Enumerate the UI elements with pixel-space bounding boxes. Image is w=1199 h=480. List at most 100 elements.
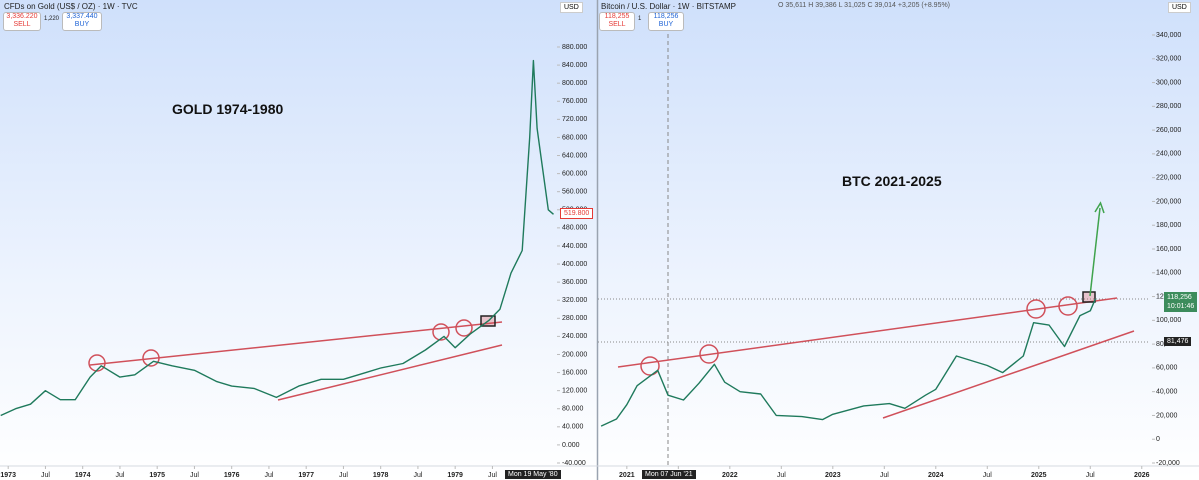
y-tick-label: 320.000: [562, 297, 587, 304]
y-tick-label: 240.000: [562, 333, 587, 340]
y-tick-label: 400.000: [562, 261, 587, 268]
x-tick-label: Jul: [41, 472, 50, 479]
x-tick-label: 2021: [619, 472, 635, 479]
x-tick-label: 1977: [298, 472, 314, 479]
x-tick-label: Jul: [1086, 472, 1095, 479]
x-tick-label: 2022: [722, 472, 738, 479]
arrow: [1089, 207, 1101, 297]
x-tick-label: Jul: [339, 472, 348, 479]
buy-label: BUY: [74, 21, 90, 28]
last-price: 519.800: [560, 208, 594, 219]
y-tick-label: 40,000: [1156, 389, 1178, 396]
buy-button[interactable]: 3,337.440 BUY: [62, 12, 102, 31]
x-tick-label: 2023: [825, 472, 841, 479]
x-tick-label: Jul: [777, 472, 786, 479]
ohlc: O 35,611 H 39,386 L 31,025 C 39,014 +3,2…: [778, 2, 951, 9]
annotation: BTC 2021-2025: [842, 173, 942, 189]
x-tick-label: Jul: [880, 472, 889, 479]
box: [1082, 291, 1096, 303]
circle: [432, 323, 450, 341]
y-tick-label: 280,000: [1156, 103, 1181, 110]
x-tick-label: 2026: [1134, 472, 1150, 479]
trendline: [882, 330, 1135, 419]
x-tick-label: Jul: [264, 472, 273, 479]
price-line: [600, 298, 1097, 427]
y-tick-label: 280.000: [562, 315, 587, 322]
x-tick-label: Jul: [413, 472, 422, 479]
circle: [1058, 296, 1078, 316]
currency[interactable]: USD: [1168, 2, 1191, 13]
y-tick-label: 300,000: [1156, 79, 1181, 86]
arrow-head: [1094, 201, 1105, 214]
x-tick-label: Jul: [488, 472, 497, 479]
circle: [699, 344, 719, 364]
crosshair-date: Mon 19 May '80: [505, 470, 561, 479]
y-tick-label: 600.000: [562, 170, 587, 177]
y-tick-label: 440.000: [562, 243, 587, 250]
circle: [1026, 299, 1046, 319]
y-tick-label: -40.000: [562, 460, 586, 467]
y-tick-label: 220,000: [1156, 175, 1181, 182]
buy-price: 3,337.440: [66, 13, 98, 20]
x-tick-label: 1973: [0, 472, 16, 479]
y-tick-label: 880.000: [562, 44, 587, 51]
y-tick-label: 0.000: [562, 442, 580, 449]
y-tick-label: 720.000: [562, 116, 587, 123]
x-tick-label: 1978: [373, 472, 389, 479]
circle: [142, 349, 160, 367]
sell-button[interactable]: 3,336.220 SELL: [3, 12, 41, 31]
price-line: [0, 59, 554, 417]
y-tick-label: 40.000: [562, 424, 584, 431]
last-price-value: 118,256: [1167, 294, 1192, 301]
y-tick-label: 360.000: [562, 279, 587, 286]
spread: 1,220: [44, 16, 60, 22]
buy-label: BUY: [658, 21, 674, 28]
trendline: [89, 321, 503, 366]
x-tick-label: Jul: [115, 472, 124, 479]
x-tick-label: 2025: [1031, 472, 1047, 479]
x-tick-label: Jul: [983, 472, 992, 479]
y-tick-label: 760.000: [562, 98, 587, 105]
circle: [455, 319, 473, 337]
y-tick-label: 180,000: [1156, 222, 1181, 229]
trendline: [617, 297, 1118, 368]
y-tick-label: -20,000: [1156, 460, 1180, 467]
y-tick-label: 120.000: [562, 387, 587, 394]
y-tick-label: 640.000: [562, 152, 587, 159]
sell-price: 3,336.220: [6, 13, 38, 20]
annotation: GOLD 1974-1980: [172, 101, 284, 117]
y-tick-label: 200,000: [1156, 198, 1181, 205]
sell-price: 118,255: [604, 13, 630, 20]
y-tick-label: 480.000: [562, 225, 587, 232]
circle: [640, 356, 660, 376]
symbol-title: Bitcoin / U.S. Dollar · 1W · BITSTAMP: [601, 2, 736, 11]
sell-button[interactable]: 118,255 SELL: [599, 12, 635, 31]
x-tick-label: Jul: [190, 472, 199, 479]
y-tick-label: 60,000: [1156, 365, 1178, 372]
last-price: 118,256 10:01:46: [1164, 292, 1198, 312]
symbol-title: CFDs on Gold (US$ / OZ) · 1W · TVC: [4, 2, 138, 11]
trendline: [277, 344, 503, 401]
sell-label: SELL: [13, 21, 31, 28]
y-tick-label: 140,000: [1156, 270, 1181, 277]
y-tick-label: 0: [1156, 436, 1160, 443]
drawings: [88, 291, 1135, 419]
y-tick-label: 800.000: [562, 80, 587, 87]
x-tick-label: 2024: [928, 472, 944, 479]
y-tick-label: 320,000: [1156, 56, 1181, 63]
currency[interactable]: USD: [560, 2, 583, 13]
y-tick-label: 200.000: [562, 351, 587, 358]
y-tick-label: 340,000: [1156, 32, 1181, 39]
x-tick-label: 1974: [75, 472, 91, 479]
y-tick-label: 840.000: [562, 62, 587, 69]
x-tick-label: 1975: [149, 472, 165, 479]
y-tick-label: 80.000: [562, 406, 584, 413]
y-tick-label: 260,000: [1156, 127, 1181, 134]
y-tick-label: 20,000: [1156, 412, 1178, 419]
spread: 1: [638, 16, 642, 22]
y-tick-label: 100,000: [1156, 317, 1181, 324]
crosshair-price: 81,476: [1164, 337, 1192, 346]
buy-button[interactable]: 118,256 BUY: [648, 12, 684, 31]
